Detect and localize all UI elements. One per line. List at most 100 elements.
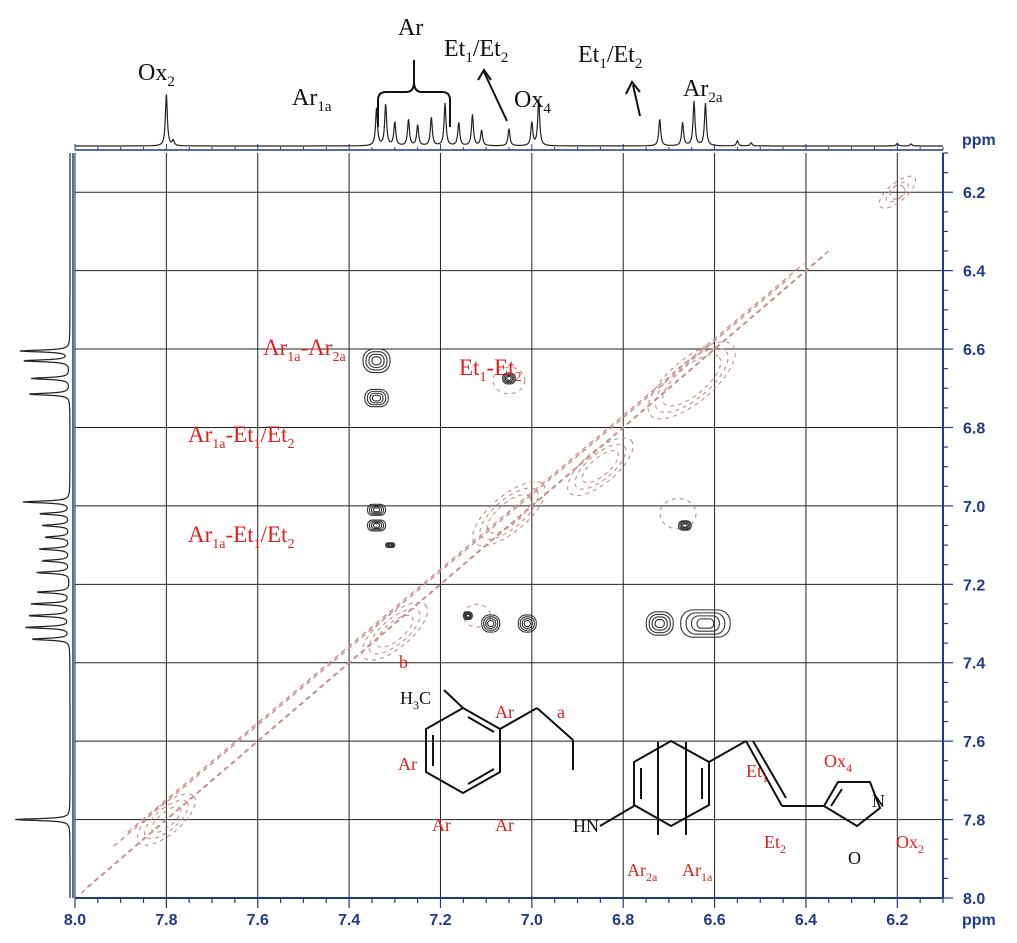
diagonal-band-1 [80, 253, 827, 894]
y-tick-label: 6.2 [963, 185, 985, 202]
grid [74, 153, 943, 899]
cross-peak-1-contour-2 [369, 392, 384, 404]
diag-blob-0-0 [878, 175, 917, 209]
cross-peak-7-contour-2 [464, 612, 471, 619]
cross-peak-8-contour-0 [481, 614, 501, 633]
label-ar2a: Ar2a [683, 76, 723, 106]
left-projection-trace [15, 153, 71, 898]
cross-peak-8-contour-3 [487, 620, 495, 627]
cross-peak-9-contour-2 [521, 618, 533, 629]
diag-blob-5-1 [144, 799, 189, 840]
cross-peak-8-contour-1 [483, 616, 499, 631]
diag-blob-1-1 [654, 347, 729, 414]
y-tick-label: 7.4 [963, 656, 985, 673]
cross-peak-10-contour-1 [648, 613, 671, 634]
ar-brace [377, 60, 451, 127]
cross-peak-0-contour-1 [365, 351, 388, 371]
label-ox2: Ox2 [138, 60, 175, 90]
y-tick-label: 8.0 [963, 891, 985, 908]
y-tick-label: 6.6 [963, 342, 985, 359]
label-ox2-mol: Ox2 [896, 832, 924, 856]
cross-peak-2-contour-0 [502, 372, 516, 385]
y-tick-label: 7.8 [963, 813, 985, 830]
cross-peak-9-contour-0 [517, 614, 537, 633]
cross-peak-8-contour-2 [485, 618, 497, 629]
label-hn: HN [573, 816, 599, 836]
arrow-et-right [632, 84, 641, 117]
label-ox4-mol: Ox4 [824, 751, 852, 775]
cross-peak-5-contour-3 [388, 543, 393, 547]
molecule-labels: H3C b a Ar Ar Ar Ar HN Et1 Et2 Ox4 N O O… [398, 652, 924, 884]
cross-peak-4-contour-1 [368, 520, 385, 531]
cross-peak-2-contour-2 [504, 374, 514, 383]
label-ar1a-et-lower: Ar1a-Et1/Et2 [188, 522, 294, 552]
oxazole-ring [822, 781, 882, 828]
axes: 8.0 7.8 7.6 7.4 7.2 7.0 6.8 6.6 6.4 6.2 6.2 6.4 6.6 6… [64, 132, 996, 929]
cross-peak-6-contour-3 [682, 523, 688, 528]
cross-peak-0-contour-0 [362, 348, 391, 374]
x-tick-label: 8.0 [64, 912, 86, 929]
diag-blob-4-2 [376, 614, 414, 648]
x-tick-label: 6.4 [795, 912, 817, 929]
arrowhead-et-left [477, 68, 492, 81]
cross-peak-7-contour-0 [462, 611, 473, 621]
label-o: O [848, 848, 861, 868]
cross-peak-9-contour-3 [523, 620, 531, 627]
x-tick-label: 7.6 [247, 912, 269, 929]
diag-blob-3-0 [472, 481, 546, 547]
cross-peak-10-contour-2 [651, 616, 668, 631]
cross-peak-11-contour-3 [696, 618, 715, 629]
cross-peak-4-contour-3 [372, 523, 381, 528]
para-ring [633, 739, 710, 828]
y-tick-label: 7.0 [963, 499, 985, 516]
cross-peak-labels: Ar1a-Ar2a Et1-Et2 Ar1a-Et1/Et2 Ar1a-Et1/… [188, 335, 522, 552]
diag-blob-3-2 [486, 493, 532, 534]
cross-peak-4-contour-0 [366, 519, 387, 532]
methyl-bond [443, 689, 464, 709]
cross-peak-11-contour-0 [680, 609, 731, 638]
x-tick-label: 6.2 [886, 912, 908, 929]
label-ar2a-mol: Ar2a [627, 860, 658, 884]
nh-ring-bond [599, 805, 635, 827]
cross-peak-6-contour-2 [680, 522, 689, 529]
label-b: b [399, 652, 408, 672]
label-ar: Ar [398, 15, 423, 41]
y-tick-label: 6.4 [963, 264, 985, 281]
vinyl-double-bond-2 [752, 740, 787, 799]
label-ar-bottom-right: Ar [495, 815, 514, 835]
diag-blob-1-2 [662, 354, 722, 407]
ch2-bond-1 [499, 707, 538, 730]
bottom-ppm-label: ppm [962, 912, 996, 929]
benzyl-inner-bond-2 [467, 716, 495, 733]
ch3-label: H3C [400, 688, 431, 712]
label-et1-et2-left: Et1/Et2 [444, 36, 508, 66]
neg-patch-2 [462, 603, 492, 628]
diag-blob-2-1 [574, 443, 627, 490]
label-et1: Et1 [746, 761, 768, 785]
diagonal-band-3 [113, 277, 791, 847]
diagonal-negative-contours [80, 175, 917, 894]
cross-peak-7-contour-3 [465, 613, 470, 618]
label-ar1a-ar2a: Ar1a-Ar2a [263, 335, 346, 365]
left-projection [15, 153, 71, 898]
label-n: N [872, 791, 885, 811]
label-a: a [557, 702, 565, 722]
cross-peak-2-contour-3 [506, 376, 512, 381]
positive-cross-peaks [362, 348, 731, 638]
y-tick-label: 7.2 [963, 577, 985, 594]
cross-peak-1-contour-3 [371, 394, 382, 402]
diag-blob-4-1 [368, 608, 421, 655]
cross-peak-11-contour-1 [685, 612, 726, 635]
diag-blob-5-2 [151, 806, 182, 833]
x-tick-label: 7.8 [155, 912, 177, 929]
cross-peak-7-contour-1 [463, 612, 472, 620]
y-tick-label: 6.8 [963, 420, 985, 437]
cross-peak-3-contour-1 [368, 505, 385, 515]
diag-blob-0-2 [889, 184, 906, 200]
cross-peak-0-contour-3 [371, 356, 382, 366]
x-tick-label: 6.8 [612, 912, 634, 929]
label-ar-left: Ar [398, 754, 417, 774]
label-et1-et2-right: Et1/Et2 [578, 42, 642, 72]
x-tick-label: 7.4 [338, 912, 360, 929]
